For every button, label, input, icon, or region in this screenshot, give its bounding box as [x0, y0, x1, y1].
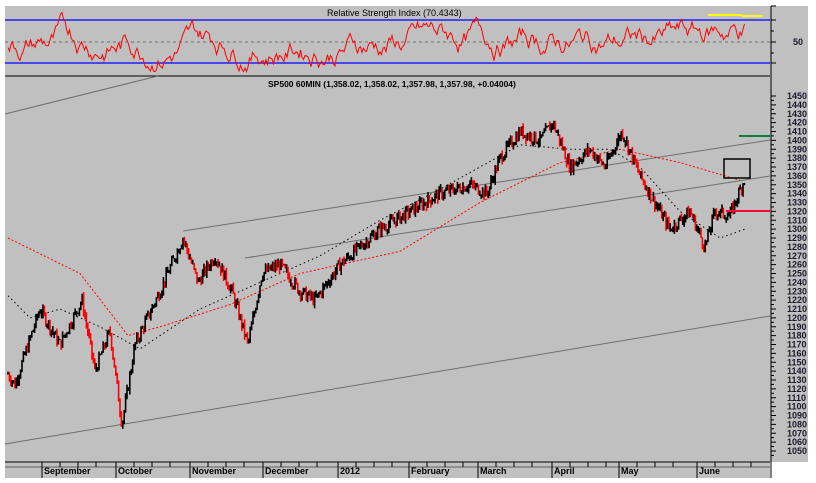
y-axis-label: 1290: [787, 233, 807, 243]
y-axis-label: 1240: [787, 277, 807, 287]
y-axis-label: 1310: [787, 215, 807, 225]
x-axis-month-label: March: [480, 466, 507, 476]
y-axis-label: 1140: [787, 366, 807, 376]
y-axis-label: 1180: [787, 331, 807, 341]
x-axis-month-label: 2012: [340, 466, 360, 476]
y-axis-label: 1390: [787, 144, 807, 154]
price-title: SP500 60MIN (1,358.02, 1,358.02, 1,357.9…: [268, 79, 516, 89]
y-axis-label: 1120: [787, 384, 807, 394]
y-axis-label: 1090: [787, 411, 807, 421]
y-axis-label: 1380: [787, 153, 807, 163]
x-axis-month-label: May: [621, 466, 639, 476]
y-axis-label: 1110: [787, 393, 806, 403]
y-axis-label: 1300: [787, 224, 807, 234]
y-axis-label: 1050: [787, 446, 807, 456]
y-axis-label: 1190: [787, 322, 807, 332]
right-axis-background: [770, 6, 808, 462]
x-axis-month-label: October: [118, 466, 153, 476]
trendline-middle: [244, 175, 771, 259]
price-bars: [7, 120, 746, 429]
x-axis-month-label: September: [44, 466, 91, 476]
x-axis-month-label: June: [699, 466, 720, 476]
x-axis-month-label: December: [265, 466, 309, 476]
y-axis-label: 1420: [787, 118, 807, 128]
rsi-line: [7, 11, 745, 74]
y-axis-label: 1370: [787, 162, 807, 172]
y-axis-label: 1260: [787, 260, 807, 270]
y-axis-label: 1230: [787, 286, 807, 296]
y-axis-label: 1170: [787, 340, 807, 350]
x-axis-month-label: November: [192, 466, 237, 476]
y-axis-label: 1270: [787, 251, 807, 261]
date-axis: September October November December 2012 Febr…: [5, 461, 770, 478]
x-axis-month-label: February: [411, 466, 450, 476]
y-axis-label: 1340: [787, 189, 807, 199]
price-axis: 50 1450144014301420141014001390138013701…: [770, 5, 807, 478]
date-axis-background: [5, 462, 770, 478]
y-axis-label: 1100: [787, 402, 807, 412]
long-moving-average: [7, 148, 741, 337]
y-axis-label: 1440: [787, 100, 807, 110]
trendline-top: [4, 75, 159, 115]
y-axis-label: 1210: [787, 304, 807, 314]
y-axis-label: 1220: [787, 295, 807, 305]
rsi-title: Relative Strength Index (70.4343): [327, 8, 462, 18]
y-axis-label: 1150: [787, 357, 807, 367]
y-axis-label: 1130: [787, 375, 807, 385]
y-axis-label: 1400: [787, 135, 807, 145]
rsi-panel: Relative Strength Index (70.4343): [5, 8, 770, 74]
price-panel: SP500 60MIN (1,358.02, 1,358.02, 1,357.9…: [4, 75, 771, 445]
x-axis-month-label: April: [554, 466, 575, 476]
rsi-axis-label-50: 50: [793, 37, 803, 47]
y-axis-label: 1250: [787, 269, 807, 279]
y-axis-label: 1320: [787, 206, 807, 216]
short-moving-average: [7, 144, 746, 350]
y-axis-label: 1060: [787, 437, 807, 447]
y-axis-label: 1330: [787, 198, 807, 208]
y-axis-label: 1430: [787, 109, 807, 119]
price-panel-background: [5, 76, 770, 462]
y-axis-label: 1080: [787, 419, 807, 429]
y-axis-label: 1280: [787, 242, 807, 252]
y-axis-label: 1200: [787, 313, 807, 323]
y-axis-label: 1360: [787, 171, 807, 181]
highlight-box: [723, 158, 751, 179]
trendline-bottom: [4, 315, 771, 445]
y-axis-label: 1070: [787, 428, 807, 438]
y-axis-label: 1160: [787, 348, 807, 358]
y-axis-label: 1450: [787, 91, 807, 101]
y-axis-label: 1410: [787, 127, 807, 137]
y-axis-label: 1350: [787, 180, 807, 190]
